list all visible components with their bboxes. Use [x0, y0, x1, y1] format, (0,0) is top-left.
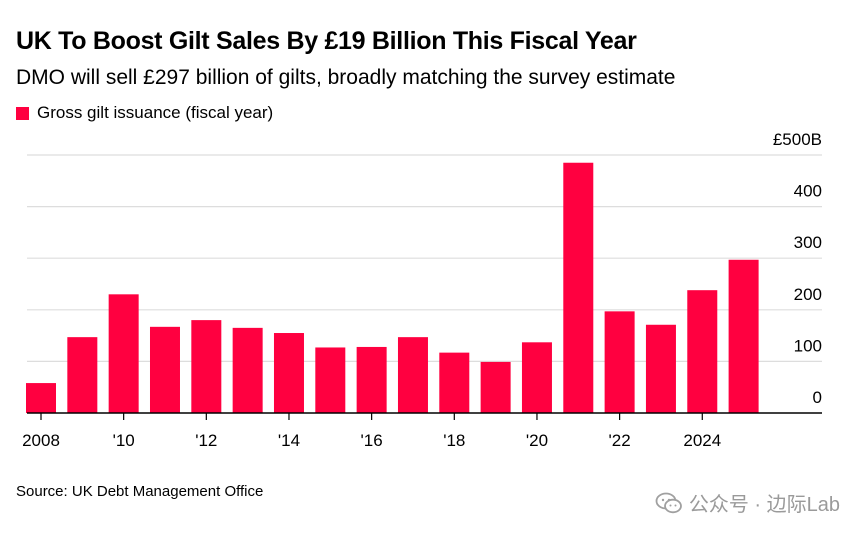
bar [439, 352, 470, 413]
bar [604, 311, 635, 413]
y-tick-label: £500B [773, 130, 822, 149]
legend-label: Gross gilt issuance (fiscal year) [37, 103, 274, 122]
bar [687, 290, 718, 413]
x-tick-label: 2024 [683, 431, 721, 450]
bars [26, 162, 759, 413]
bar [273, 333, 304, 413]
bar [232, 327, 263, 413]
chart-legend: Gross gilt issuance (fiscal year) [16, 103, 273, 123]
x-tick-label: '12 [195, 431, 217, 450]
bar [397, 337, 428, 413]
bar [108, 294, 139, 413]
bar [480, 361, 511, 413]
bar [728, 259, 759, 413]
bar [563, 162, 594, 413]
watermark-text: 公众号 · 边际Lab [688, 494, 840, 516]
bar [645, 324, 676, 413]
wechat-icon [655, 492, 682, 513]
bar [315, 347, 346, 413]
source-note: Source: UK Debt Management Office [16, 483, 264, 500]
watermark: 公众号 · 边际Lab [655, 488, 840, 517]
x-tick-label: 2008 [22, 431, 60, 450]
legend-swatch [16, 106, 29, 120]
bar [521, 342, 552, 413]
x-tick-label: '16 [361, 431, 383, 450]
x-axis: 2008 '10 '12 '14 '16 '18 '20 '22 2024 [22, 412, 822, 450]
x-tick-label: '10 [113, 431, 135, 450]
y-tick-label: 0 [813, 388, 822, 407]
bar-chart: 0 100 200 300 400 £500B 2008 '10 '12 '14 '16 '18 '2… [22, 130, 822, 450]
bar [26, 383, 56, 413]
y-tick-label: 100 [794, 336, 822, 355]
chart-title: UK To Boost Gilt Sales By £19 Billion Th… [16, 27, 637, 55]
x-tick-label: '22 [609, 431, 631, 450]
bar [191, 320, 222, 413]
y-tick-label: 200 [794, 285, 822, 304]
bar [356, 346, 387, 413]
y-tick-label: 400 [794, 182, 822, 201]
y-tick-label: 300 [794, 233, 822, 252]
bar [67, 337, 98, 413]
chart-subtitle: DMO will sell £297 billion of gilts, bro… [16, 66, 676, 89]
x-tick-label: '18 [443, 431, 465, 450]
x-tick-label: '20 [526, 431, 548, 450]
bar [149, 326, 180, 413]
y-axis-labels: 0 100 200 300 400 £500B [773, 130, 822, 407]
x-tick-label: '14 [278, 431, 300, 450]
